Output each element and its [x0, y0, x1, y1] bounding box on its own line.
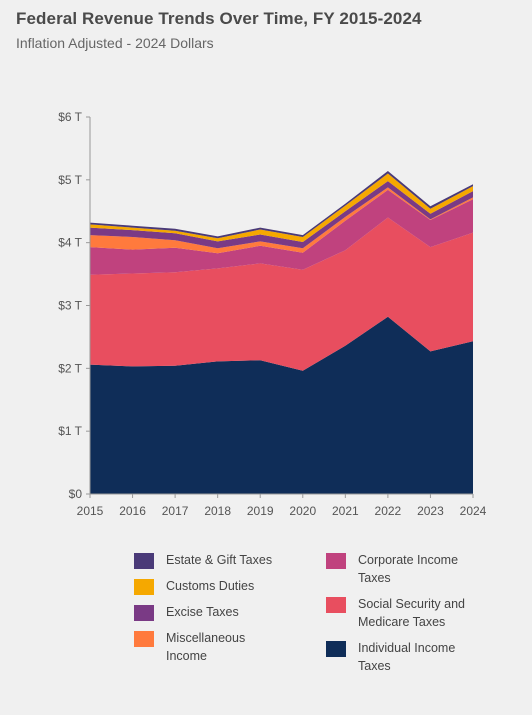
legend-swatch — [326, 597, 346, 613]
legend-item-corporate-income-taxes[interactable]: Corporate Income Taxes — [326, 551, 478, 587]
legend-label: Corporate Income Taxes — [358, 553, 459, 585]
legend-swatch — [134, 605, 154, 621]
y-tick-label: $2 T — [58, 361, 82, 375]
y-tick-label: $4 T — [58, 236, 82, 250]
area-series-corporate-income-taxes[interactable] — [90, 189, 473, 275]
legend-swatch — [134, 631, 154, 647]
chart-header: Federal Revenue Trends Over Time, FY 201… — [16, 9, 422, 51]
area-series-individual-income-taxes[interactable] — [90, 316, 473, 494]
x-tick-label: 2015 — [77, 504, 104, 518]
legend-label: Estate & Gift Taxes — [166, 553, 273, 567]
y-tick-label: $1 T — [58, 424, 82, 438]
legend-item-customs-duties[interactable]: Customs Duties — [134, 577, 286, 595]
x-tick-label: 2016 — [119, 504, 146, 518]
x-tick-label: 2020 — [289, 504, 316, 518]
legend-label: Miscellaneous Income — [166, 631, 246, 663]
chart-legend: Estate & Gift Taxes Customs Duties Excis… — [134, 551, 494, 681]
chart-title: Federal Revenue Trends Over Time, FY 201… — [16, 9, 422, 28]
y-tick-label: $6 T — [58, 110, 82, 124]
x-tick-label: 2019 — [247, 504, 274, 518]
legend-item-estate-gift-taxes[interactable]: Estate & Gift Taxes — [134, 551, 286, 569]
y-tick-label: $3 T — [58, 299, 82, 313]
x-tick-label: 2024 — [460, 504, 487, 518]
x-tick-label: 2022 — [375, 504, 402, 518]
legend-item-social-security-medicare-taxes[interactable]: Social Security and Medicare Taxes — [326, 595, 478, 631]
y-tick-label: $0 — [69, 487, 83, 501]
x-tick-label: 2017 — [162, 504, 189, 518]
stacked-area-chart: $0 $1 T $2 T $3 T $4 T $5 T $6 T 2015 2016 2017 20… — [58, 110, 487, 518]
legend-item-individual-income-taxes[interactable]: Individual Income Taxes — [326, 639, 478, 675]
area-series-social-security-and-medicare-taxes[interactable] — [90, 217, 473, 371]
legend-label: Individual Income Taxes — [358, 641, 456, 673]
legend-swatch — [134, 579, 154, 595]
x-tick-label: 2021 — [332, 504, 359, 518]
y-tick-label: $5 T — [58, 173, 82, 187]
x-tick-label: 2023 — [417, 504, 444, 518]
legend-label: Customs Duties — [166, 579, 255, 593]
chart-subtitle: Inflation Adjusted - 2024 Dollars — [16, 35, 214, 51]
legend-label: Social Security and Medicare Taxes — [358, 597, 466, 629]
legend-swatch — [134, 553, 154, 569]
legend-label: Excise Taxes — [166, 605, 239, 619]
x-tick-label: 2018 — [204, 504, 231, 518]
legend-swatch — [326, 553, 346, 569]
legend-item-miscellaneous-income[interactable]: Miscellaneous Income — [134, 629, 286, 665]
area-series-miscellaneous-income[interactable] — [90, 187, 473, 254]
legend-swatch — [326, 641, 346, 657]
legend-item-excise-taxes[interactable]: Excise Taxes — [134, 603, 286, 621]
